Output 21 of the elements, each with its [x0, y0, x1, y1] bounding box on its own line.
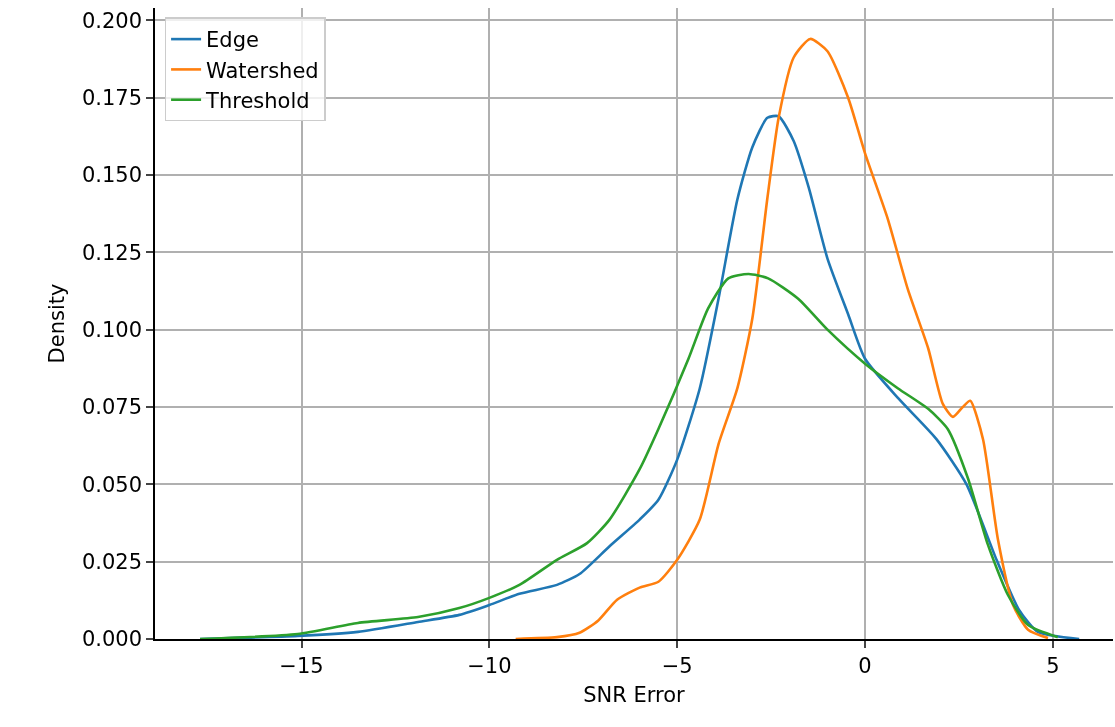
y-tick-label: 0.175	[81, 86, 143, 111]
legend-label: Threshold	[205, 88, 310, 113]
legend-label: Edge	[206, 28, 259, 53]
x-tick-label: −5	[661, 653, 693, 678]
y-axis-title: Density	[44, 283, 69, 364]
y-tick-label: 0.125	[81, 240, 143, 265]
legend-label: Watershed	[206, 58, 319, 83]
y-tick-label: 0.025	[81, 550, 143, 575]
x-tick-label: 5	[1046, 653, 1060, 678]
x-tick-label: 0	[858, 653, 872, 678]
x-axis-title: SNR Error	[583, 682, 686, 707]
line-series	[198, 272, 1060, 639]
y-tick-label: 0.150	[81, 163, 143, 188]
line-series	[514, 37, 1050, 639]
y-tick-label: 0.000	[81, 627, 143, 652]
x-tick-label: −10	[467, 653, 512, 678]
y-tick-label: 0.050	[81, 472, 143, 497]
y-tick-label: 0.075	[81, 395, 143, 420]
y-tick-label: 0.200	[81, 8, 143, 33]
x-tick-label: −15	[279, 653, 324, 678]
y-tick-label: 0.100	[81, 318, 143, 343]
